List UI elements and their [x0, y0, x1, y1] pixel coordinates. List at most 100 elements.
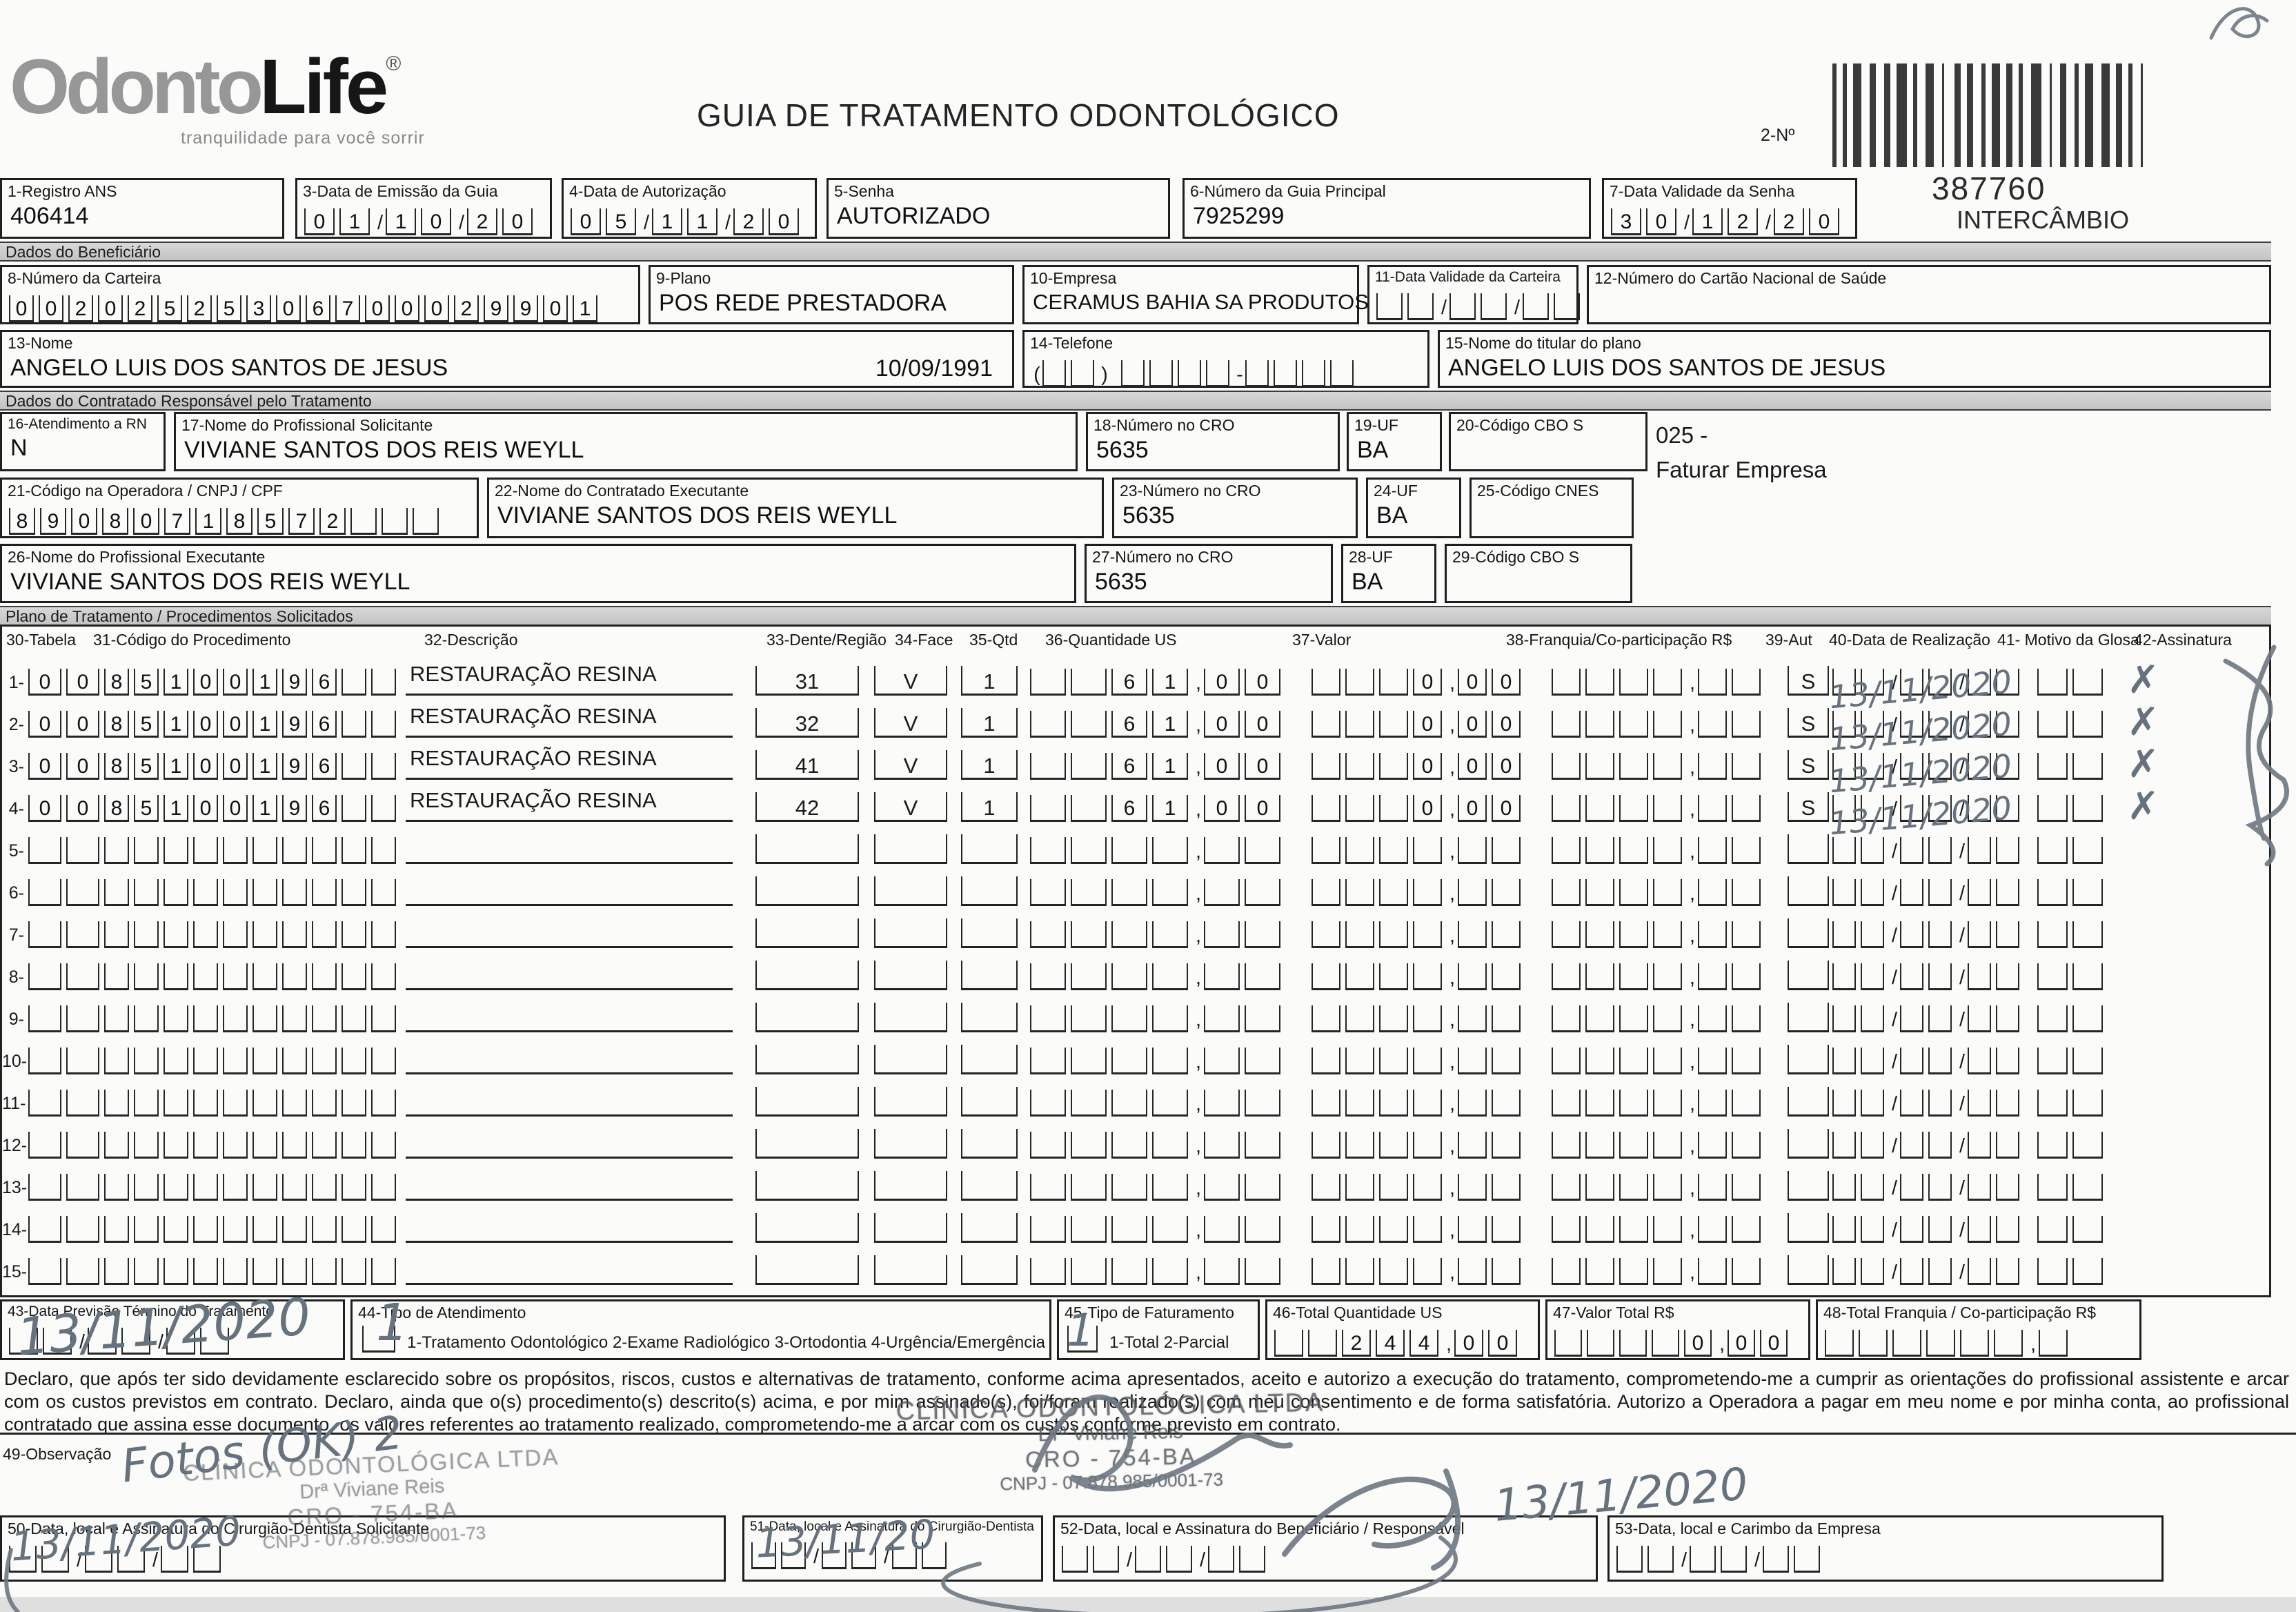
comb-separator: , — [1449, 967, 1456, 989]
assinatura-handwritten: ✗ — [2127, 658, 2159, 702]
comb-separator: / — [1959, 1051, 1966, 1073]
comb-cell — [312, 1005, 337, 1032]
comb-cell — [1996, 1090, 2019, 1117]
field-label: 4-Data de Autorização — [569, 182, 726, 200]
comb-cell — [1312, 921, 1340, 948]
comb-cell — [1585, 1132, 1614, 1159]
tabela-comb — [28, 1005, 104, 1032]
comb-cell — [1832, 1005, 1856, 1032]
valor-comb: , — [1312, 1258, 1525, 1285]
comb-cell — [1302, 360, 1325, 387]
comb-cell: 2 — [733, 208, 764, 235]
comb-cell — [1585, 963, 1614, 990]
comb-cell — [1653, 1005, 1682, 1032]
comb-cell: 1 — [339, 208, 370, 235]
comb-cell — [1111, 1048, 1147, 1074]
comb-separator: , — [1195, 925, 1202, 947]
comb-cell — [1619, 1132, 1648, 1159]
comb-cell — [1111, 1005, 1147, 1032]
descricao-value — [406, 1167, 733, 1201]
tipo-atendimento-handwritten: 1 — [376, 1293, 409, 1353]
comb-cell — [1030, 1005, 1066, 1032]
comb-cell — [1030, 963, 1066, 990]
valor-comb: , — [1312, 1216, 1525, 1243]
comb-cell — [1832, 879, 1856, 906]
comb-cell — [1245, 1216, 1280, 1243]
comb-cell: 7 — [164, 508, 190, 535]
comb-cell — [1996, 1216, 2019, 1243]
comb-cell — [1030, 795, 1066, 822]
comb-cell — [1071, 1090, 1107, 1117]
comb-cell — [1111, 963, 1147, 990]
comb-cell — [1312, 1090, 1340, 1117]
comb-separator: / — [1754, 1549, 1761, 1571]
comb-cell — [164, 921, 188, 948]
comb-cell — [2072, 1005, 2103, 1032]
comb-separator: , — [1689, 1051, 1696, 1073]
comb-cell — [1111, 1174, 1147, 1201]
comb-cell — [1928, 711, 1952, 738]
comb-cell — [1071, 1174, 1107, 1201]
quantidade-us-comb: , — [1030, 1048, 1285, 1074]
codigo-procedimento-comb — [104, 1090, 401, 1117]
comb-cell — [1312, 711, 1340, 738]
motivo-glosa-comb — [2037, 837, 2108, 864]
comb-cell — [253, 1258, 277, 1285]
comb-cell — [164, 1174, 188, 1201]
comb-cell — [134, 921, 159, 948]
field-label: 3-Data de Emissão da Guia — [303, 182, 498, 200]
comb-separator: / — [813, 1546, 820, 1568]
comb-cell — [371, 1005, 396, 1032]
comb-cell — [1928, 795, 1952, 822]
comb-cell: 1 — [253, 795, 277, 822]
comb-cell — [104, 1048, 129, 1074]
comb-cell — [342, 837, 366, 864]
comb-cell — [1345, 753, 1374, 780]
comb-cell — [1900, 963, 1923, 990]
aut-value — [1788, 1129, 1829, 1159]
comb-cell — [1928, 1258, 1952, 1285]
field-registro-ans: 1-Registro ANS 406414 — [0, 178, 284, 239]
field-assinatura-solicitante: 50-Data, local e Assinatura do Cirurgião… — [0, 1515, 726, 1582]
aut-value — [1788, 961, 1829, 990]
field-uf-solicitante: 19-UF BA — [1347, 412, 1442, 471]
comb-cell — [342, 1174, 366, 1201]
qtd-value — [961, 1255, 1018, 1285]
tabela-comb — [28, 1174, 104, 1201]
col-header-motivo-glosa: 41- Motivo da Glosa — [1997, 631, 2139, 649]
comb-cell — [1554, 1330, 1582, 1357]
data-previsao-comb: / / — [9, 1328, 234, 1355]
comb-cell — [1111, 1216, 1147, 1243]
comb-cell — [342, 753, 366, 780]
col-header-face: 34-Face — [895, 631, 953, 649]
comb-cell — [1690, 1546, 1716, 1573]
comb-separator: / — [1891, 1219, 1898, 1241]
data-realizacao-comb: / / — [1832, 1216, 2024, 1243]
comb-cell — [1345, 711, 1374, 738]
comb-cell: 9 — [40, 508, 66, 535]
comb-cell — [66, 963, 99, 990]
dente-regiao-value: 32 — [755, 708, 859, 738]
field-profissional-solicitante: 17-Nome do Profissional Solicitante VIVI… — [174, 412, 1078, 471]
comb-cell — [1308, 1330, 1337, 1357]
comb-cell — [892, 1542, 917, 1569]
comb-cell — [28, 1174, 61, 1201]
comb-cell — [1832, 711, 1856, 738]
qtd-value — [961, 876, 1018, 906]
comb-cell — [166, 1328, 195, 1355]
comb-cell — [1379, 1174, 1408, 1201]
comb-cell — [1732, 753, 1761, 780]
field-label: 27-Número no CRO — [1092, 548, 1234, 566]
comb-separator: ( — [1033, 364, 1040, 386]
codigo-procedimento-comb — [104, 879, 401, 906]
comb-separator: , — [1689, 1009, 1696, 1031]
comb-separator: / — [1199, 1549, 1206, 1571]
field-value: 5635 — [1096, 437, 1149, 463]
comb-cell — [1832, 1090, 1856, 1117]
logo-tagline: tranquilidade para você sorrir — [181, 128, 425, 148]
comb-cell — [1861, 1216, 1884, 1243]
field-label: 19-UF — [1354, 416, 1398, 434]
descricao-value — [406, 914, 733, 948]
comb-cell — [66, 1174, 99, 1201]
comb-cell — [1552, 1048, 1581, 1074]
